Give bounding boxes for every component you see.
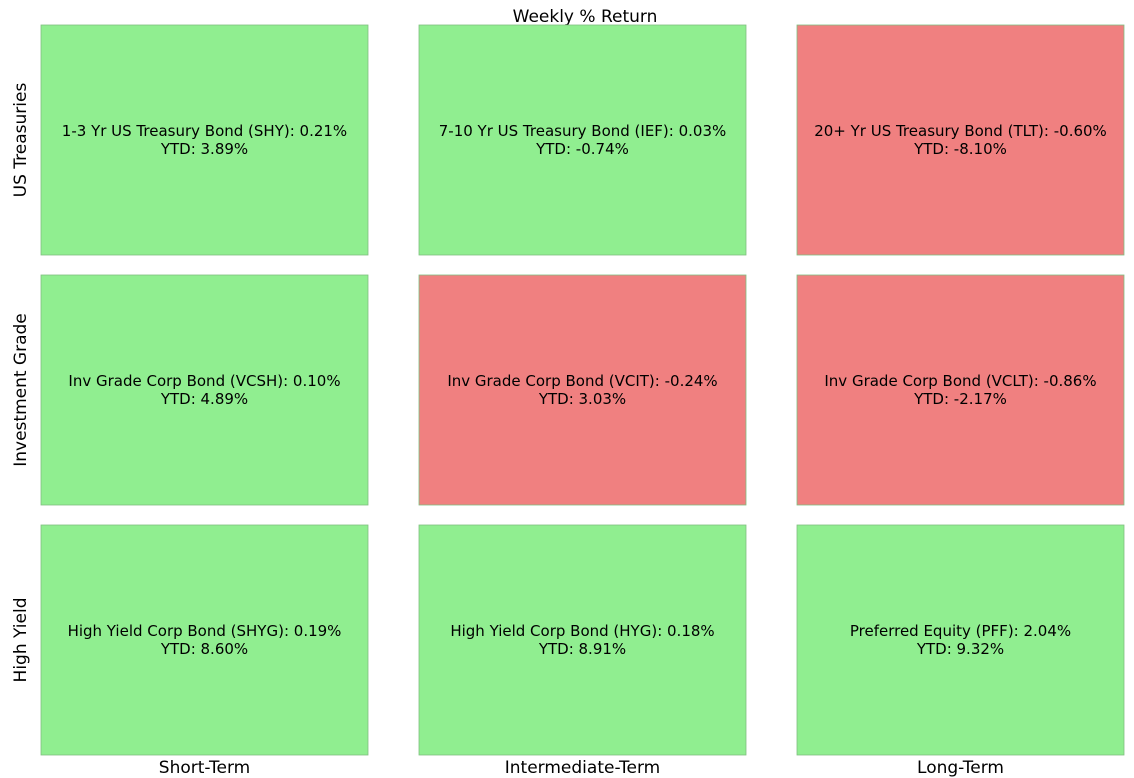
cell-high-yield-intermediate-term	[418, 524, 747, 756]
cell-us-treasuries-short-term-ytd: YTD: 3.89%	[160, 140, 248, 158]
cell-high-yield-long-term-ytd: YTD: 9.32%	[916, 640, 1004, 658]
cell-us-treasuries-intermediate-term	[418, 24, 747, 256]
row-label-high-yield: High Yield	[11, 598, 31, 683]
column-label-short-term: Short-Term	[159, 758, 250, 778]
cell-investment-grade-intermediate-term	[418, 274, 747, 506]
cell-investment-grade-long-term-label: Inv Grade Corp Bond (VCLT): -0.86%	[824, 372, 1096, 390]
cell-investment-grade-short-term	[40, 274, 369, 506]
cell-investment-grade-intermediate-term-ytd: YTD: 3.03%	[538, 390, 626, 408]
row-labels: US Treasuries Investment Grade High Yield	[11, 83, 31, 683]
cell-investment-grade-long-term	[796, 274, 1125, 506]
chart-title: Weekly % Return	[513, 7, 658, 27]
cell-high-yield-intermediate-term-label: High Yield Corp Bond (HYG): 0.18%	[450, 622, 714, 640]
cell-high-yield-long-term	[796, 524, 1125, 756]
cell-us-treasuries-long-term	[796, 24, 1125, 256]
cell-us-treasuries-long-term-label: 20+ Yr US Treasury Bond (TLT): -0.60%	[814, 122, 1107, 140]
cell-high-yield-intermediate-term-ytd: YTD: 8.91%	[538, 640, 626, 658]
cell-investment-grade-intermediate-term-label: Inv Grade Corp Bond (VCIT): -0.24%	[447, 372, 717, 390]
cell-high-yield-long-term-label: Preferred Equity (PFF): 2.04%	[850, 622, 1071, 640]
cell-investment-grade-long-term-ytd: YTD: -2.17%	[913, 390, 1007, 408]
column-label-intermediate-term: Intermediate-Term	[505, 758, 660, 778]
cell-investment-grade-short-term-label: Inv Grade Corp Bond (VCSH): 0.10%	[68, 372, 340, 390]
cell-high-yield-short-term-ytd: YTD: 8.60%	[160, 640, 248, 658]
cell-us-treasuries-short-term-label: 1-3 Yr US Treasury Bond (SHY): 0.21%	[62, 122, 347, 140]
cell-high-yield-short-term	[40, 524, 369, 756]
cell-us-treasuries-short-term	[40, 24, 369, 256]
row-label-us-treasuries: US Treasuries	[11, 83, 31, 198]
cell-high-yield-short-term-label: High Yield Corp Bond (SHYG): 0.19%	[68, 622, 342, 640]
cell-investment-grade-short-term-ytd: YTD: 4.89%	[160, 390, 248, 408]
row-label-investment-grade: Investment Grade	[11, 313, 31, 467]
column-labels: Short-Term Intermediate-Term Long-Term	[159, 758, 1004, 778]
cell-us-treasuries-long-term-ytd: YTD: -8.10%	[913, 140, 1007, 158]
column-label-long-term: Long-Term	[917, 758, 1004, 778]
cell-grid: 1-3 Yr US Treasury Bond (SHY): 0.21%YTD:…	[40, 24, 1125, 756]
cell-us-treasuries-intermediate-term-label: 7-10 Yr US Treasury Bond (IEF): 0.03%	[439, 122, 727, 140]
cell-us-treasuries-intermediate-term-ytd: YTD: -0.74%	[535, 140, 629, 158]
